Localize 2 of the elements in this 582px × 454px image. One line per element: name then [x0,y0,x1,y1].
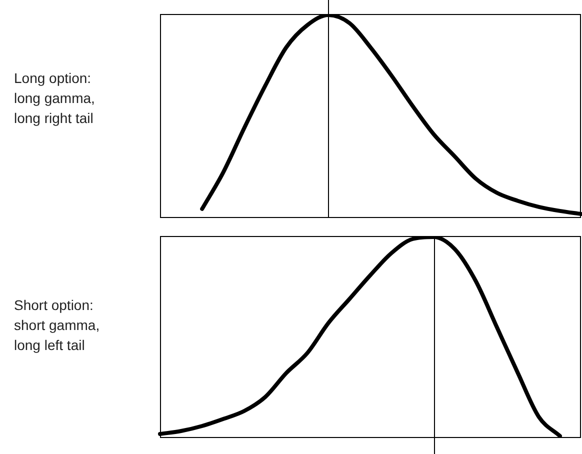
text: Short option: short gamma, long left tail [14,296,101,355]
text: Long option: long gamma, long right tail [14,69,96,128]
